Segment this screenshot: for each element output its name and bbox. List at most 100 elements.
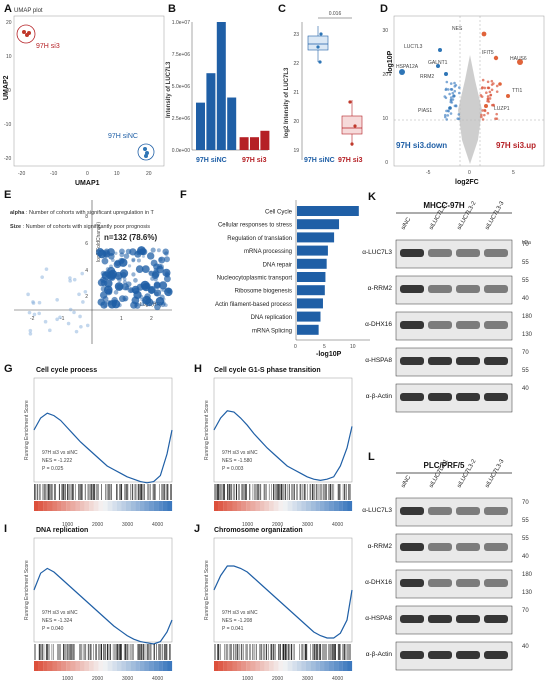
i-gradient-cell [158,661,163,671]
j-xtick-3: 3000 [302,676,313,682]
l-blot-rows: α-LUC7L3 70 55 α-RRM2 55 40 α-DHX16 180 130 α-HSP… [362,497,533,671]
l-row-label: α-HSPA8 [365,615,392,622]
h-gradient-cell [237,501,242,511]
gene-label: GALNT1 [428,60,448,66]
volcano-point [449,82,453,85]
h-gradient-cell [246,501,251,511]
e-bubble [122,295,129,302]
i-gradient-cell [98,661,104,671]
umap-sinc-point [144,154,148,158]
i-gradient-cell [139,661,145,671]
volcano-point [490,88,494,92]
h-gradient-cell [227,501,233,511]
k-band [400,357,424,365]
k-mw-marker: 55 [522,368,529,374]
l-mw-marker: 55 [522,536,529,542]
f-bar [297,258,327,269]
e-bubble [141,254,145,258]
c-pvalue: 0.016 [329,11,342,17]
c-ytick-2: 20 [293,119,299,125]
e-bubble [78,314,82,319]
l-band [484,507,508,515]
e-bubble [95,248,105,257]
i-gradient-cell [34,661,39,671]
k-band [456,393,480,401]
f-xtick-2: 5 [323,344,326,350]
volcano-point [489,93,493,97]
b-bar [250,137,259,150]
e-bubble [137,246,146,255]
k-mw-marker: 70 [522,242,529,248]
e-bubble [123,297,128,302]
f-bar [297,272,326,282]
f-bar [297,232,335,243]
panel-letter-a: A [4,3,12,15]
j-gradient-cell [315,661,320,671]
umap-sinc-point [143,147,147,151]
e-bubble [140,280,150,290]
e-bubble [97,278,106,287]
l-band [428,579,452,587]
e-bubble [152,270,160,278]
e-bubble [162,248,169,255]
k-mw-marker: 70 [522,350,529,356]
e-legend-size-text: : Number of cohorts with significantly p… [21,224,150,230]
i-gradient-cell [107,661,113,671]
panel-c: C 19 20 21 22 23 log2 Intensity of LUC7L… [278,3,363,164]
h-xtick-4: 4000 [332,522,343,528]
c-ylabel: log2 Intensity of LUC7L3 [284,67,290,138]
umap-si3-ring [16,24,36,44]
gene-label: HAUS6 [510,56,527,62]
f-bar [297,219,340,230]
e-bubble [28,328,33,333]
c-group-si3: 97H si3 [338,157,363,164]
j-comparison: 97H si3 vs siNC [222,610,258,616]
gene-label: NES [452,26,463,32]
k-blot-rows: α-LUC7L3 70 55 α-RRM2 55 40 α-DHX16 180 130 α-HSP… [362,239,533,413]
g-gradient-cell [61,501,67,511]
k-lane-label: siNC [401,216,413,231]
e-ytick-2: 2 [85,294,88,300]
h-nes: NES = -1.580 [222,458,252,464]
j-gradient-cell [260,661,265,671]
l-band [456,543,480,551]
e-bubble [85,323,90,328]
e-bubble [101,257,109,265]
g-gradient-cell [75,501,81,511]
panel-b: B 0.0e+00 2.5e+06 5.0e+06 7.5e+06 1.0e+0… [166,3,270,164]
g-gradient-cell [112,501,117,511]
volcano-ylabel: -log10P [387,50,394,76]
g-ylabel: Running Enrichment Score [24,400,30,460]
e-bubble [139,294,144,299]
volcano-xlabel: log2FC [455,179,479,186]
g-comparison: 97H si3 vs siNC [42,450,78,456]
l-band [484,615,508,623]
e-annotation: n=132 (78.6%) [104,233,157,242]
e-legend-alpha: alpha : Number of cohorts with significa… [10,210,155,216]
e-bubble [37,311,41,316]
e-bubble [68,279,72,283]
volcano-point [492,103,495,107]
volcano-point [452,94,455,98]
volcano-point [450,88,453,91]
l-band [400,615,424,623]
e-bubble [151,300,156,305]
b-ytick-5: 1.0e+07 [172,20,190,26]
i-gradient-cell [116,661,122,671]
h-gradient-cell [324,501,330,511]
panel-d: D NES IFIT5 HAUS6 LUC7L3 GALNT1 HSPA12A … [380,3,545,186]
c-point [316,45,320,49]
g-xtick-4: 4000 [152,522,163,528]
panel-letter-f: F [180,189,187,201]
k-mw-marker: 40 [522,296,529,302]
g-gradient-cell [43,501,48,511]
i-title: DNA replication [36,527,88,534]
e-bubble [81,300,85,304]
h-comparison: 97H si3 vs siNC [222,450,258,456]
i-gradient-cell [135,661,140,671]
k-band [456,285,480,293]
j-gradient-cell [269,661,274,671]
f-term-label: Nucleocytoplasmic transport [217,276,293,282]
i-hit-ticks [34,644,171,660]
panel-k: K MHCC-97H siNC siLUC7L3-1 siLUC7L3-2 siLUC… [362,191,533,413]
